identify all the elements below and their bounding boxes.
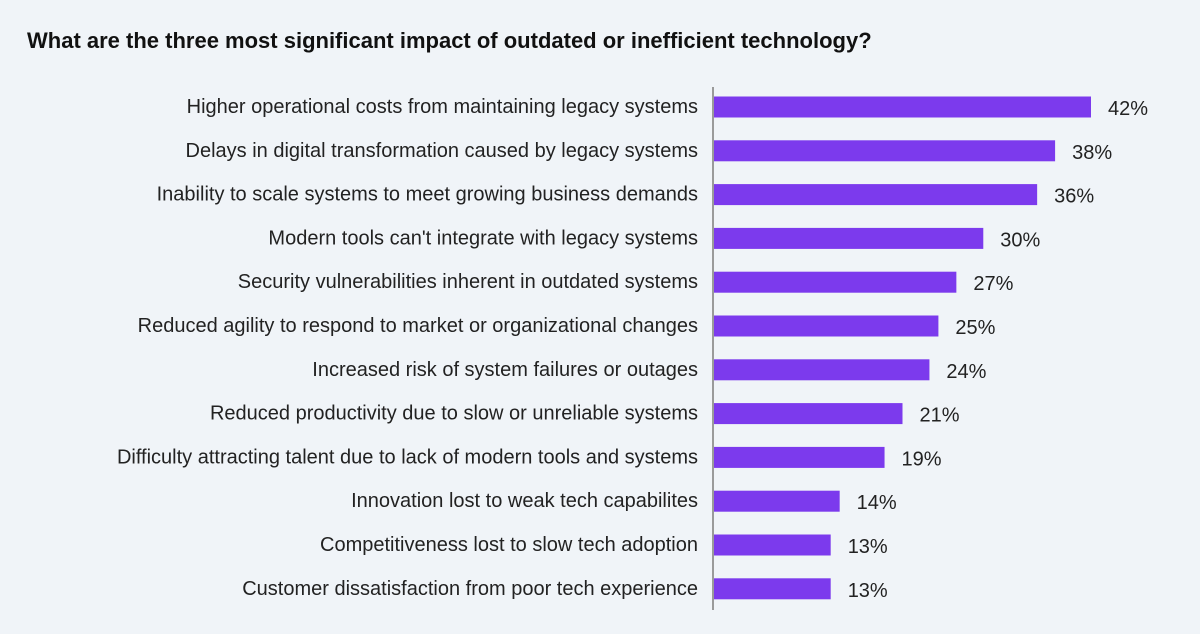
value-label: 13% bbox=[848, 536, 888, 558]
bar bbox=[714, 315, 939, 337]
category-label: Competitiveness lost to slow tech adopti… bbox=[320, 534, 698, 556]
value-label: 21% bbox=[920, 405, 960, 427]
category-label: Reduced agility to respond to market or … bbox=[138, 315, 698, 337]
bar bbox=[714, 578, 831, 600]
bar bbox=[714, 359, 930, 381]
bar bbox=[714, 271, 957, 293]
value-label: 13% bbox=[848, 580, 888, 602]
bar bbox=[714, 490, 840, 512]
value-label: 24% bbox=[946, 361, 986, 383]
category-label: Customer dissatisfaction from poor tech … bbox=[242, 578, 698, 600]
bar bbox=[714, 227, 984, 249]
category-label: Delays in digital transformation caused … bbox=[186, 140, 698, 162]
category-label: Reduced productivity due to slow or unre… bbox=[210, 403, 698, 425]
bar bbox=[714, 140, 1056, 162]
bar bbox=[714, 96, 1091, 118]
category-label: Security vulnerabilities inherent in out… bbox=[238, 271, 698, 293]
chart-title: What are the three most significant impa… bbox=[27, 28, 872, 53]
category-label: Difficulty attracting talent due to lack… bbox=[117, 446, 698, 468]
bar bbox=[714, 446, 885, 468]
category-label: Increased risk of system failures or out… bbox=[312, 359, 698, 381]
value-label: 27% bbox=[973, 273, 1013, 295]
bar bbox=[714, 184, 1038, 206]
category-label: Higher operational costs from maintainin… bbox=[187, 96, 698, 118]
value-label: 30% bbox=[1000, 229, 1040, 251]
value-label: 19% bbox=[902, 448, 942, 470]
category-label: Inability to scale systems to meet growi… bbox=[157, 184, 698, 206]
value-label: 36% bbox=[1054, 186, 1094, 208]
bar bbox=[714, 534, 831, 556]
bar bbox=[714, 403, 903, 425]
value-label: 38% bbox=[1072, 142, 1112, 164]
category-label: Innovation lost to weak tech capabilites bbox=[351, 490, 698, 512]
value-label: 14% bbox=[857, 492, 897, 514]
value-label: 42% bbox=[1108, 98, 1148, 120]
category-label: Modern tools can't integrate with legacy… bbox=[268, 227, 698, 249]
value-label: 25% bbox=[955, 317, 995, 339]
